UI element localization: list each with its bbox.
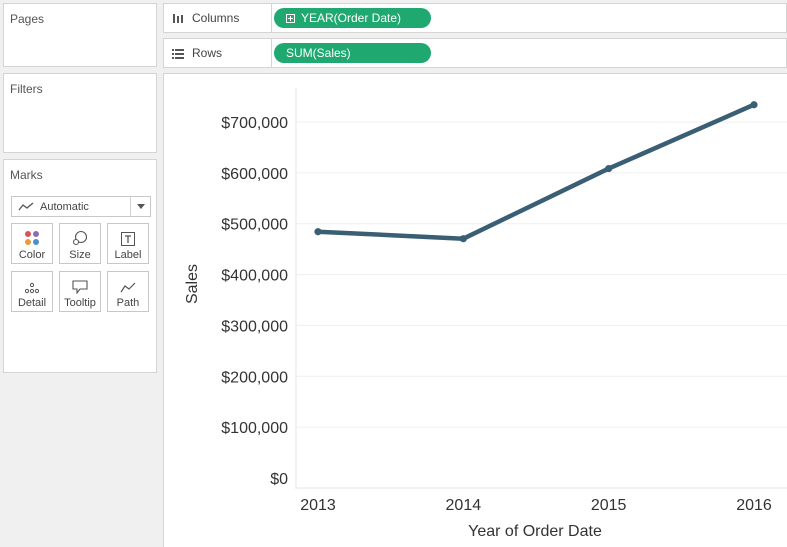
- y-tick-label: $300,000: [221, 318, 288, 335]
- rows-icon: [172, 48, 188, 59]
- mark-type-label: Automatic: [40, 200, 89, 213]
- pages-panel[interactable]: Pages: [3, 3, 157, 67]
- label-t-icon: [108, 224, 148, 246]
- year-order-date-pill[interactable]: YEAR(Order Date): [274, 8, 431, 28]
- tooltip-label: Tooltip: [64, 297, 96, 309]
- data-point: [314, 228, 322, 236]
- y-tick-label: $100,000: [221, 420, 288, 437]
- data-point: [459, 235, 467, 243]
- columns-shelf[interactable]: Columns YEAR(Order Date): [163, 3, 787, 33]
- size-circles-icon: [60, 224, 100, 246]
- columns-shelf-label: Columns: [164, 4, 272, 32]
- path-label: Path: [116, 297, 140, 309]
- y-tick-label: $500,000: [221, 217, 288, 234]
- year-order-date-pill-label: YEAR(Order Date): [301, 11, 402, 25]
- data-point: [750, 101, 758, 109]
- detail-button[interactable]: Detail: [11, 271, 53, 312]
- x-tick-label: 2013: [300, 497, 336, 514]
- filters-title: Filters: [10, 82, 43, 96]
- columns-icon: [172, 13, 188, 24]
- detail-dots-icon: [12, 272, 52, 294]
- marks-title: Marks: [10, 168, 43, 182]
- label-label: Label: [114, 249, 142, 261]
- path-line-icon: [108, 272, 148, 294]
- x-tick-label: 2016: [736, 497, 772, 514]
- pages-title: Pages: [10, 12, 45, 26]
- tooltip-button[interactable]: Tooltip: [59, 271, 101, 312]
- y-axis-title: Sales: [184, 264, 201, 304]
- y-tick-label: $0: [270, 471, 288, 488]
- y-tick-label: $700,000: [221, 115, 288, 132]
- expand-plus-icon[interactable]: [286, 13, 295, 23]
- x-tick-label: 2014: [446, 497, 482, 514]
- x-axis-title: Year of Order Date: [468, 523, 602, 540]
- path-button[interactable]: Path: [107, 271, 149, 312]
- rows-shelf-label: Rows: [164, 39, 272, 67]
- chart-view[interactable]: $0 $100,000 $200,000 $300,000 $400,000 $500,0…: [163, 73, 787, 547]
- rows-shelf[interactable]: Rows SUM(Sales): [163, 38, 787, 68]
- chevron-down-icon[interactable]: [130, 197, 150, 216]
- sales-line-chart: $0 $100,000 $200,000 $300,000 $400,000 $500,0…: [184, 88, 787, 540]
- data-point: [605, 164, 613, 173]
- sum-sales-pill[interactable]: SUM(Sales): [274, 43, 431, 63]
- marks-panel: Marks Automatic Color Size: [3, 159, 157, 373]
- columns-label: Columns: [192, 11, 240, 25]
- color-dots-icon: [12, 224, 52, 246]
- rows-label: Rows: [192, 46, 223, 60]
- mark-type-dropdown[interactable]: Automatic: [11, 196, 151, 217]
- y-tick-label: $600,000: [221, 166, 288, 183]
- x-tick-label: 2015: [591, 497, 627, 514]
- y-tick-label: $400,000: [221, 268, 288, 285]
- color-button[interactable]: Color: [11, 223, 53, 264]
- label-button[interactable]: Label: [107, 223, 149, 264]
- filters-panel[interactable]: Filters: [3, 73, 157, 153]
- color-label: Color: [18, 249, 46, 261]
- y-tick-label: $200,000: [221, 369, 288, 386]
- sales-line-series: [315, 102, 757, 241]
- size-label: Size: [69, 249, 91, 261]
- line-chart-icon: [18, 202, 36, 212]
- sum-sales-pill-label: SUM(Sales): [286, 46, 351, 60]
- detail-label: Detail: [17, 297, 47, 309]
- tooltip-bubble-icon: [60, 272, 100, 294]
- size-button[interactable]: Size: [59, 223, 101, 264]
